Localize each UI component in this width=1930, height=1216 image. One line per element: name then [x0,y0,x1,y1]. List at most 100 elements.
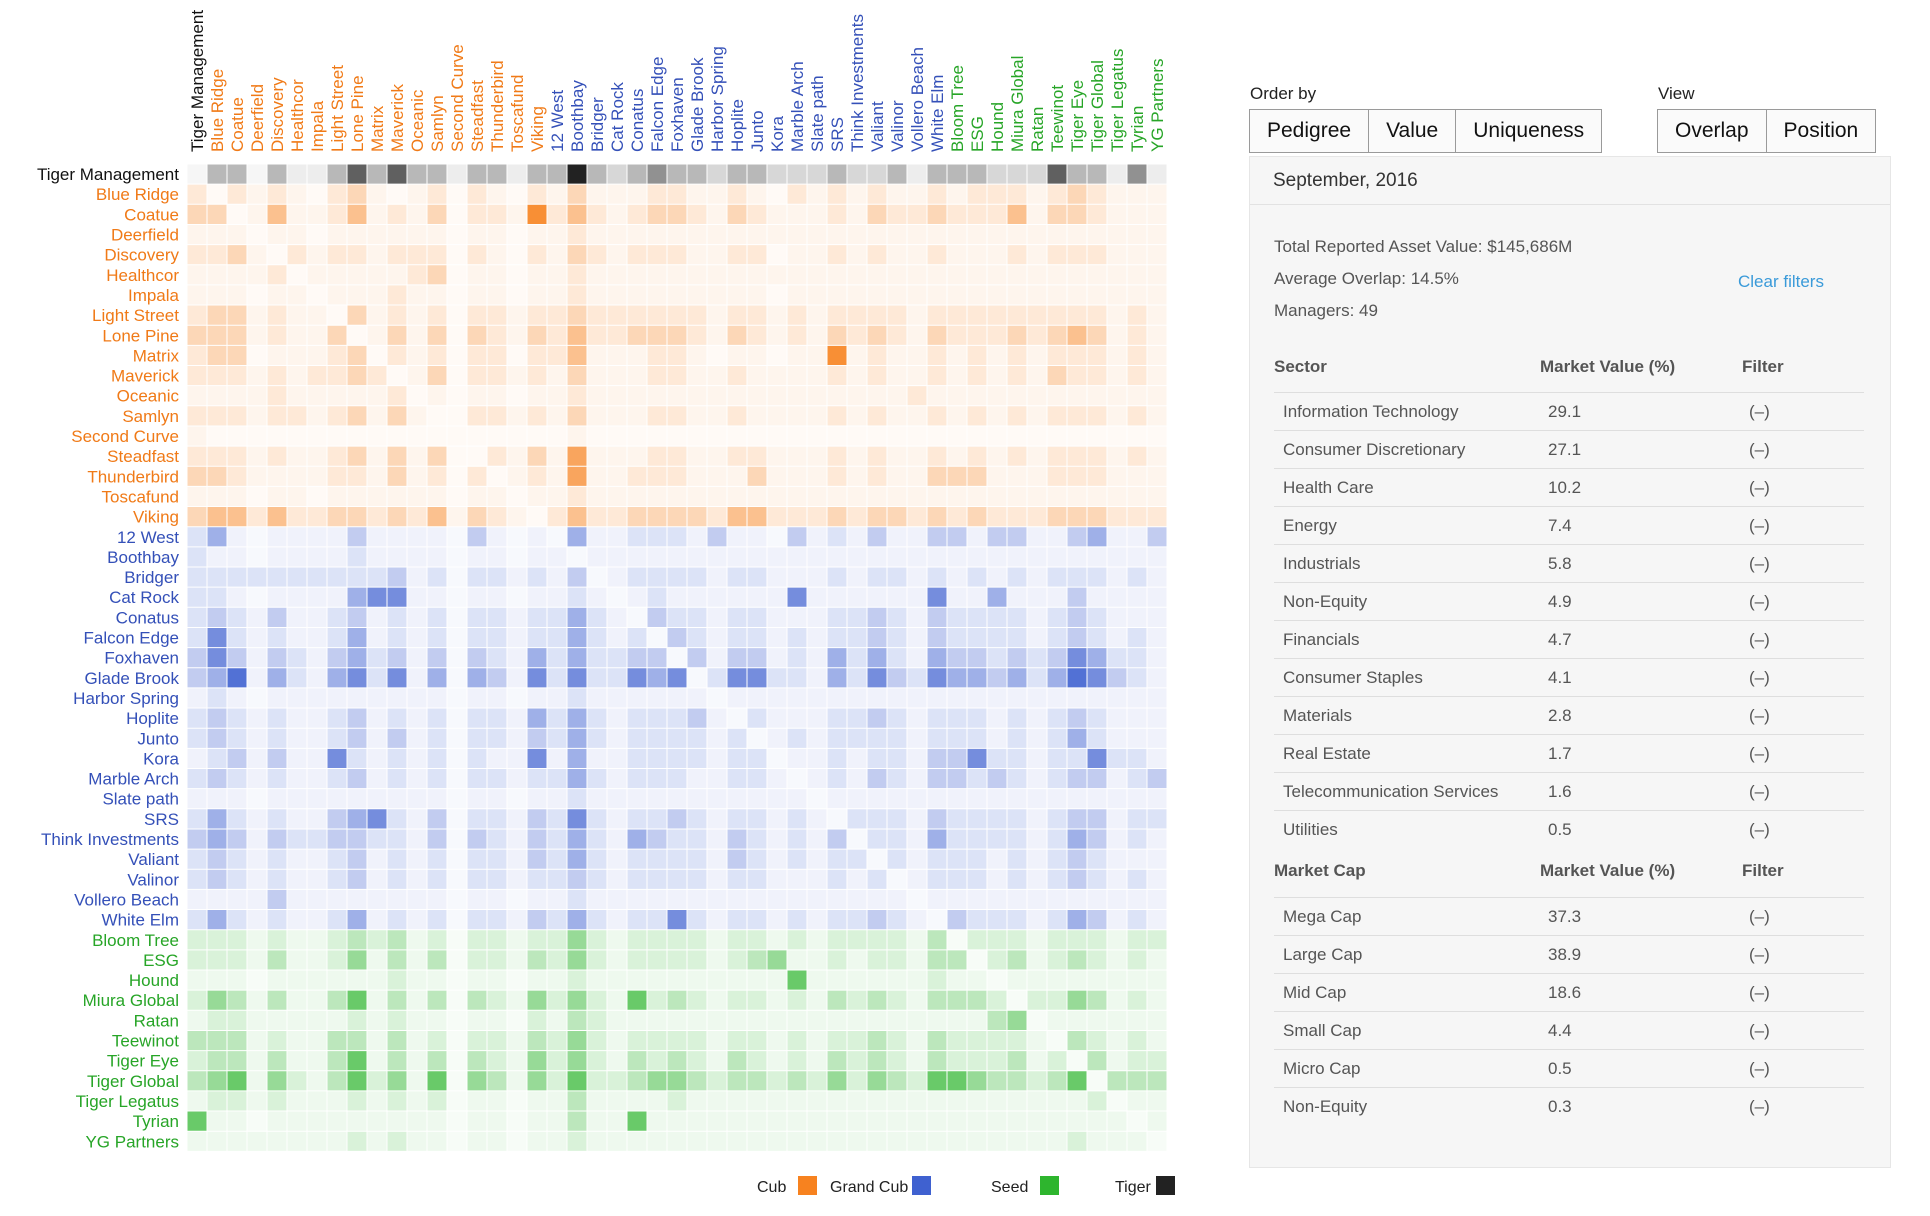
heatmap-cell[interactable] [307,325,327,346]
heatmap-cell[interactable] [487,970,507,991]
heatmap-cell[interactable] [1127,909,1147,930]
heatmap-cell[interactable] [867,627,887,648]
heatmap-cell[interactable] [607,204,627,225]
heatmap-cell[interactable] [887,567,907,588]
heatmap-cell[interactable] [787,244,807,265]
heatmap-cell[interactable] [907,647,927,668]
heatmap-cell[interactable] [567,687,587,709]
heatmap-cell[interactable] [947,990,967,1011]
heatmap-cell[interactable] [507,446,527,467]
heatmap-cell[interactable] [947,567,967,588]
heatmap-cell[interactable] [467,808,487,829]
heatmap-cell[interactable] [887,728,907,749]
heatmap-cell[interactable] [667,1131,687,1152]
column-label[interactable]: Bridger [588,97,607,152]
heatmap-cell[interactable] [367,446,387,467]
heatmap-cell[interactable] [787,1090,807,1112]
heatmap-cell[interactable] [307,929,327,950]
heatmap-cell[interactable] [187,425,207,447]
heatmap-cell[interactable] [667,889,687,910]
heatmap-cell[interactable] [427,949,447,970]
heatmap-cell[interactable] [1067,687,1087,709]
heatmap-cell[interactable] [847,224,867,245]
heatmap-cell[interactable] [1127,264,1147,285]
heatmap-cell[interactable] [867,365,887,386]
heatmap-cell[interactable] [407,1131,427,1152]
heatmap-cell[interactable] [187,1030,207,1051]
heatmap-cell[interactable] [827,667,847,688]
heatmap-cell[interactable] [587,204,607,225]
row-label[interactable]: Steadfast [107,447,179,466]
heatmap-cell[interactable] [647,970,667,991]
heatmap-cell[interactable] [487,627,507,648]
heatmap-cell[interactable] [1067,184,1087,205]
heatmap-cell[interactable] [267,1090,287,1112]
heatmap-cell[interactable] [527,546,547,567]
row-label[interactable]: Thunderbird [87,467,179,486]
heatmap-cell[interactable] [847,567,867,588]
heatmap-cell[interactable] [907,264,927,285]
heatmap-cell[interactable] [1147,1050,1167,1071]
heatmap-cell[interactable] [967,526,987,547]
heatmap-cell[interactable] [187,446,207,467]
row-label[interactable]: Tiger Global [87,1072,179,1091]
heatmap-cell[interactable] [507,627,527,648]
heatmap-cell[interactable] [247,1050,267,1071]
heatmap-cell[interactable] [1067,345,1087,366]
column-label[interactable]: Junto [748,110,767,152]
heatmap-cell[interactable] [287,224,307,245]
column-label[interactable]: Steadfast [468,80,487,152]
row-label[interactable]: Hoplite [126,709,179,728]
heatmap-cell[interactable] [567,305,587,326]
heatmap-cell[interactable] [247,204,267,225]
heatmap-cell[interactable] [487,526,507,547]
heatmap-cell[interactable] [907,164,927,185]
heatmap-cell[interactable] [247,405,267,426]
heatmap-cell[interactable] [967,365,987,386]
heatmap-cell[interactable] [627,224,647,245]
heatmap-cell[interactable] [487,748,507,769]
heatmap-cell[interactable] [427,708,447,729]
heatmap-cell[interactable] [207,1111,227,1132]
column-label[interactable]: Coatue [228,97,247,152]
heatmap-cell[interactable] [567,1010,587,1031]
heatmap-cell[interactable] [287,708,307,729]
heatmap-cell[interactable] [1107,687,1127,709]
heatmap-cell[interactable] [567,828,587,850]
heatmap-cell[interactable] [867,748,887,769]
heatmap-cell[interactable] [767,889,787,910]
row-label[interactable]: Lone Pine [102,326,179,345]
heatmap-cell[interactable] [747,1010,767,1031]
heatmap-cell[interactable] [267,567,287,588]
heatmap-cell[interactable] [747,164,767,185]
heatmap-cell[interactable] [647,607,667,628]
heatmap-cell[interactable] [687,889,707,910]
heatmap-cell[interactable] [267,768,287,789]
heatmap-cell[interactable] [1047,446,1067,467]
heatmap-cell[interactable] [1047,567,1067,588]
heatmap-cell[interactable] [467,345,487,366]
heatmap-cell[interactable] [1047,627,1067,648]
heatmap-cell[interactable] [367,869,387,890]
heatmap-cell[interactable] [587,828,607,850]
column-label[interactable]: YG Partners [1148,58,1167,152]
heatmap-cell[interactable] [347,828,367,850]
heatmap-cell[interactable] [767,869,787,890]
heatmap-cell[interactable] [387,305,407,326]
heatmap-cell[interactable] [927,607,947,628]
column-label[interactable]: Ratan [1028,107,1047,152]
heatmap-cell[interactable] [967,1070,987,1091]
heatmap-cell[interactable] [807,546,827,567]
heatmap-cell[interactable] [287,728,307,749]
heatmap-cell[interactable] [787,970,807,991]
heatmap-cell[interactable] [307,687,327,709]
heatmap-cell[interactable] [487,647,507,668]
heatmap-cell[interactable] [647,849,667,870]
heatmap-cell[interactable] [267,929,287,950]
heatmap-cell[interactable] [847,284,867,306]
heatmap-cell[interactable] [407,224,427,245]
heatmap-cell[interactable] [947,244,967,265]
heatmap-cell[interactable] [547,909,567,930]
heatmap-cell[interactable] [467,164,487,185]
heatmap-cell[interactable] [767,446,787,467]
